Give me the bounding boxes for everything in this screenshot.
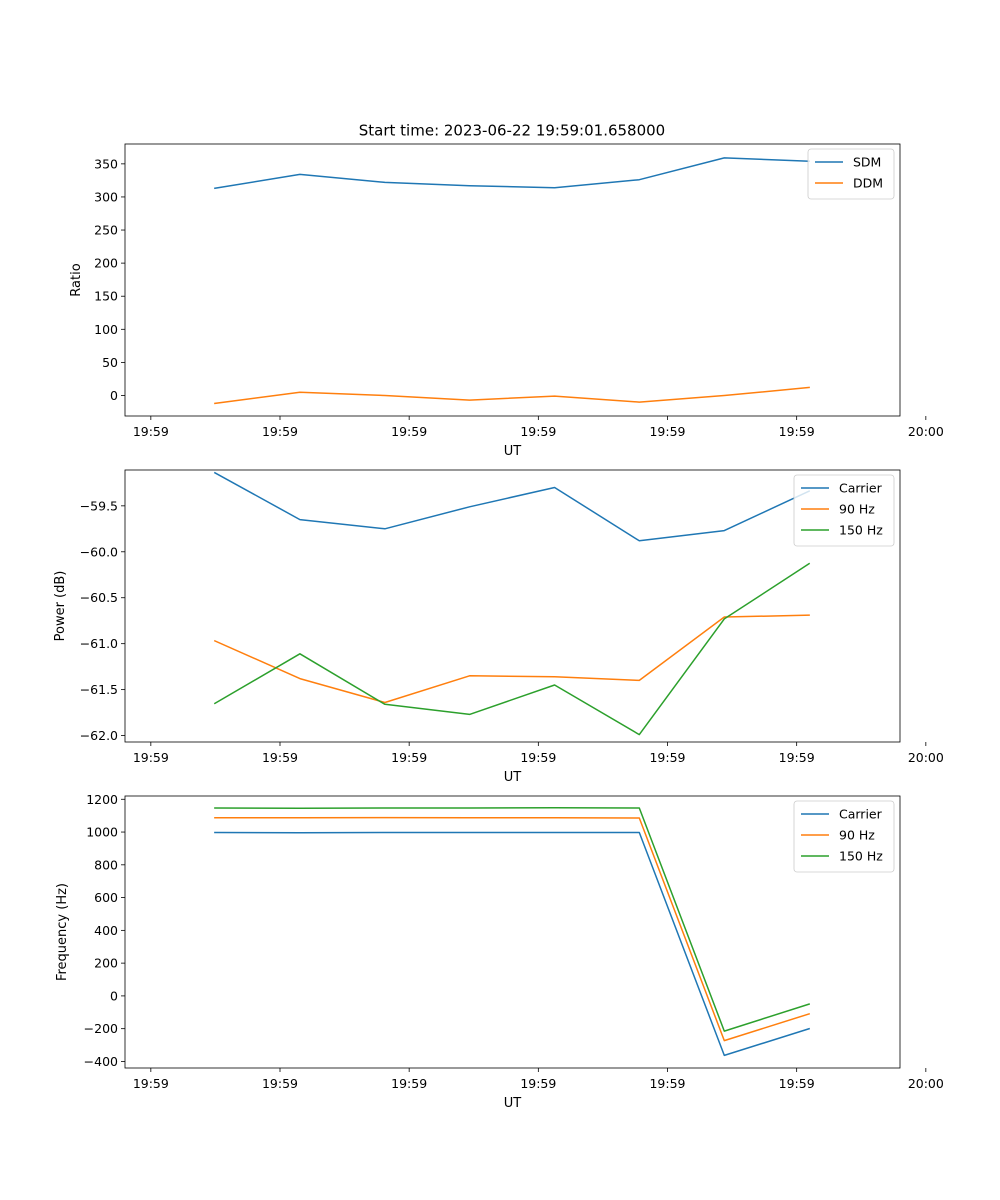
y-axis-label: Ratio (69, 263, 84, 296)
legend-label: 150 Hz (839, 849, 883, 864)
y-tick-label: −400 (84, 1054, 118, 1069)
x-axis-label: UT (504, 770, 522, 785)
y-tick-label: −59.5 (80, 498, 118, 513)
x-tick-label: 19:59 (649, 750, 685, 765)
series-lines (213, 471, 811, 736)
subplot-3: 19:59 19:59 19:59 19:59 19:59 19:59 20:00−400−… (55, 792, 944, 1111)
x-tick-label: 19:59 (391, 1076, 427, 1091)
x-axis-ticks: 19:59 19:59 19:59 19:59 19:59 19:59 20:00 (133, 1068, 944, 1091)
x-tick-label: 19:59 (262, 750, 298, 765)
subplot-2: 19:59 19:59 19:59 19:59 19:59 19:59 20:00 −62.0… (53, 469, 944, 785)
legend-item: 150 Hz (801, 523, 883, 538)
x-tick-label: 19:59 (520, 1076, 556, 1091)
y-tick-label: 400 (94, 923, 118, 938)
y-axis-label: Frequency (Hz) (55, 883, 70, 981)
legend-label: DDM (853, 176, 883, 191)
series-line-150-hz (214, 807, 811, 1032)
x-tick-label: 20:00 (908, 424, 944, 439)
y-tick-label: 0 (110, 388, 118, 403)
legend-item: SDM (815, 155, 881, 170)
y-tick-label: 800 (94, 857, 118, 872)
x-tick-label: 19:59 (779, 1076, 815, 1091)
y-tick-label: 1200 (86, 792, 118, 807)
series-line-90-hz (214, 816, 811, 1042)
series-line-sdm (214, 157, 810, 190)
x-axis-ticks: 19:59 19:59 19:59 19:59 19:59 19:59 20:00 (133, 742, 944, 765)
series-lines (214, 157, 810, 405)
x-tick-label: 19:59 (779, 424, 815, 439)
y-tick-label: 100 (94, 322, 118, 337)
x-axis-label: UT (504, 444, 522, 459)
y-tick-label: 250 (94, 223, 118, 238)
legend-item: 150 Hz (801, 849, 883, 864)
y-axis-ticks: 0 50 100 150 200 250 300 350 (94, 156, 125, 403)
legend-frame (793, 474, 895, 547)
y-tick-label: 200 (94, 956, 118, 971)
y-tick-label: −60.0 (80, 544, 118, 559)
y-tick-label: 0 (110, 988, 118, 1003)
series-line-90-hz (213, 614, 810, 704)
x-tick-label: 19:59 (649, 1076, 685, 1091)
y-axis-label: Power (dB) (53, 571, 68, 642)
figure-title: Start time: 2023-06-22 19:59:01.658000 (359, 122, 665, 140)
y-tick-label: 150 (94, 289, 118, 304)
axes-frame (124, 143, 901, 417)
x-tick-label: 19:59 (520, 750, 556, 765)
legend-label: Carrier (839, 481, 883, 496)
y-tick-label: 300 (94, 189, 118, 204)
y-tick-label: −60.5 (80, 590, 118, 605)
subplots: 19:59 19:59 19:59 19:59 19:59 19:59 20:00 0 50 10… (53, 143, 944, 1111)
x-tick-label: 20:00 (908, 750, 944, 765)
x-tick-label: 19:59 (649, 424, 685, 439)
legend-item: Carrier (801, 481, 883, 496)
x-tick-label: 19:59 (133, 750, 169, 765)
y-tick-label: 50 (102, 355, 118, 370)
y-tick-label: −200 (84, 1021, 118, 1036)
y-tick-label: 1000 (86, 825, 118, 840)
x-tick-label: 19:59 (262, 1076, 298, 1091)
x-tick-label: 19:59 (391, 750, 427, 765)
series-line-ddm (214, 386, 810, 405)
legend-frame (793, 800, 895, 873)
x-tick-label: 19:59 (391, 424, 427, 439)
legend-label: 150 Hz (839, 523, 883, 538)
x-tick-label: 20:00 (908, 1076, 944, 1091)
x-tick-label: 19:59 (133, 424, 169, 439)
legend-label: SDM (853, 155, 881, 170)
legend-item: 90 Hz (801, 828, 875, 843)
series-line-carrier (214, 831, 811, 1057)
y-tick-label: 350 (94, 156, 118, 171)
y-tick-label: 200 (94, 256, 118, 271)
axes-frame (124, 469, 901, 743)
y-tick-label: 600 (94, 890, 118, 905)
axes-frame (124, 795, 901, 1069)
legend-item: Carrier (801, 807, 883, 822)
y-tick-label: −61.5 (80, 682, 118, 697)
legend: Carrier 90 Hz 150 Hz (793, 474, 895, 547)
legend: Carrier 90 Hz 150 Hz (793, 800, 895, 873)
legend-label: 90 Hz (839, 828, 875, 843)
legend-label: 90 Hz (839, 502, 875, 517)
subplot-1: 19:59 19:59 19:59 19:59 19:59 19:59 20:00 0 50 10… (69, 143, 944, 459)
x-axis-label: UT (504, 1096, 522, 1111)
legend-item: 90 Hz (801, 502, 875, 517)
x-tick-label: 19:59 (520, 424, 556, 439)
y-axis-ticks: −400 −200 0 200 400 600 800 1000 1200 (84, 792, 125, 1069)
legend: SDM DDM (807, 148, 895, 200)
x-tick-label: 19:59 (133, 1076, 169, 1091)
y-axis-ticks: −62.0 −61.5 −61.0 −60.5 −60.0 −59.5 (80, 498, 125, 743)
legend-item: DDM (815, 176, 883, 191)
x-axis-ticks: 19:59 19:59 19:59 19:59 19:59 19:59 20:00 (133, 416, 944, 439)
series-line-carrier (213, 471, 811, 542)
y-tick-label: −62.0 (80, 728, 118, 743)
series-line-150-hz (213, 562, 811, 736)
x-tick-label: 19:59 (779, 750, 815, 765)
y-tick-label: −61.0 (80, 636, 118, 651)
x-tick-label: 19:59 (262, 424, 298, 439)
series-lines (214, 807, 811, 1057)
legend-label: Carrier (839, 807, 883, 822)
